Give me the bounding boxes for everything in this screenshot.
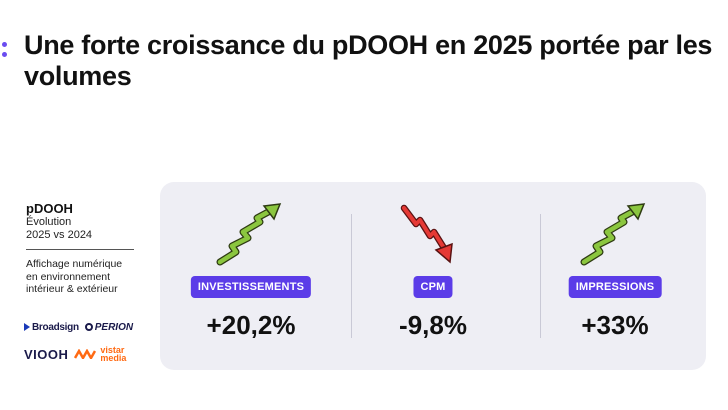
metric-investissements: INVESTISSEMENTS +20,2% bbox=[160, 182, 342, 370]
viooh-logo: VIOOH bbox=[24, 346, 69, 362]
metric-value: +20,2% bbox=[206, 310, 296, 340]
sidebar-info: pDOOH Évolution 2025 vs 2024 Affichage n… bbox=[26, 202, 151, 296]
metrics-panel: INVESTISSEMENTS +20,2% CPM -9,8% IMPRESS… bbox=[160, 182, 706, 370]
broadsign-play-icon bbox=[24, 323, 30, 331]
partner-logos: Broadsign PERION VIOOH vistar media bbox=[24, 318, 154, 372]
perion-mark-icon bbox=[84, 323, 93, 331]
vistar-media-logo: vistar media bbox=[74, 346, 126, 363]
metric-cpm: CPM -9,8% bbox=[342, 182, 524, 370]
metric-label-badge: INVESTISSEMENTS bbox=[190, 276, 312, 298]
sidebar-title: pDOOH bbox=[26, 201, 73, 216]
zigzag-down-arrow-icon bbox=[400, 204, 453, 264]
broadsign-logo: Broadsign bbox=[24, 322, 79, 333]
sidebar-divider bbox=[26, 249, 134, 250]
metric-value: +33% bbox=[581, 310, 649, 340]
metric-impressions: IMPRESSIONS +33% bbox=[524, 182, 706, 370]
sidebar-subtitle-line2: 2025 vs 2024 bbox=[26, 229, 93, 241]
sidebar-description-line1: Affichage numérique bbox=[26, 258, 123, 270]
sidebar-description-line3: intérieur & extérieur bbox=[26, 283, 118, 295]
zigzag-up-arrow-icon bbox=[216, 203, 282, 266]
perion-logo: PERION bbox=[84, 322, 133, 333]
zigzag-up-arrow-icon bbox=[580, 203, 646, 266]
metric-label-badge: IMPRESSIONS bbox=[568, 276, 662, 298]
metric-divider bbox=[540, 214, 541, 338]
title-bullet-icon bbox=[2, 42, 8, 62]
page-title: Une forte croissance du pDOOH en 2025 po… bbox=[24, 30, 713, 91]
metric-divider bbox=[351, 214, 352, 338]
metric-value: -9,8% bbox=[399, 310, 467, 340]
metric-label-badge: CPM bbox=[413, 276, 453, 298]
sidebar-subtitle-line1: Évolution bbox=[26, 216, 72, 228]
sidebar-description-line2: en environnement bbox=[26, 270, 111, 283]
vistar-chevron-icon bbox=[74, 349, 97, 359]
